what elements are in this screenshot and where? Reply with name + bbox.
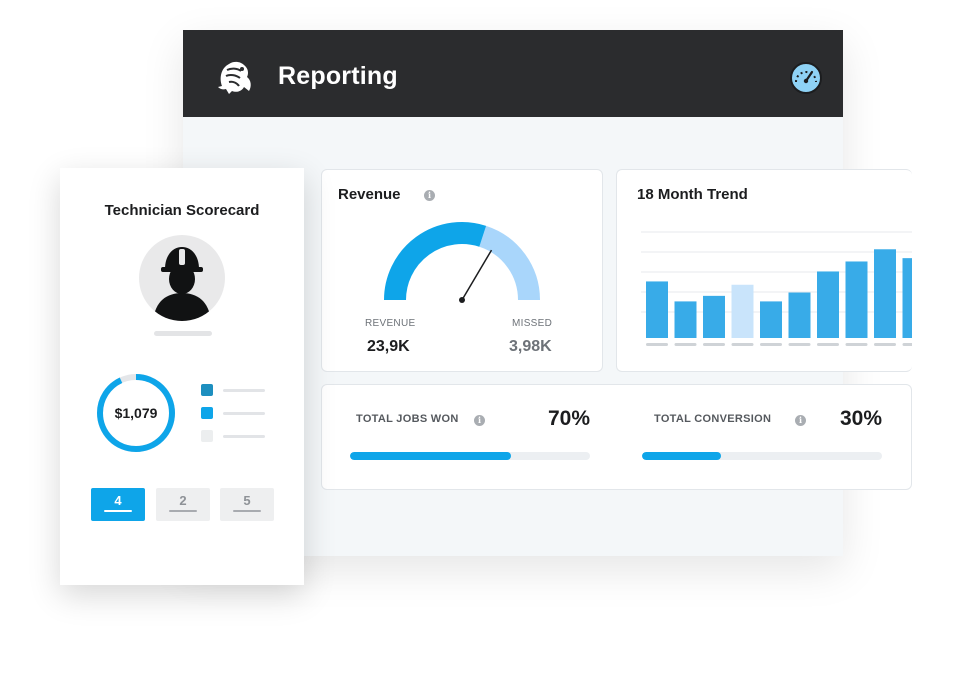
trend-tick-placeholder: [902, 343, 912, 346]
trend-tick-placeholder: [760, 343, 782, 346]
legend-item: [201, 384, 265, 396]
trend-bar-chart: [641, 231, 913, 346]
app-header: Reporting: [183, 30, 843, 117]
trend-tick-placeholder: [817, 343, 839, 346]
trend-bar[interactable]: [646, 281, 668, 338]
conversion-value: 30%: [840, 407, 883, 430]
jobs-won-label: TOTAL JOBS WON: [356, 413, 459, 425]
conversion-label: TOTAL CONVERSION: [654, 413, 772, 425]
earnings-donut: [97, 374, 175, 452]
page-button-label: 4: [114, 493, 122, 508]
page-button-4[interactable]: 4: [91, 488, 145, 521]
trend-tick-placeholder: [874, 343, 896, 346]
legend-item: [201, 407, 265, 419]
gauge-needle: [461, 249, 493, 301]
scorecard-title: Technician Scorecard: [104, 202, 260, 219]
trend-bar[interactable]: [788, 292, 811, 338]
revenue-label: REVENUE: [365, 318, 416, 329]
trend-bar[interactable]: [674, 301, 697, 338]
page-button-label: 2: [179, 493, 187, 508]
speedometer-icon[interactable]: [789, 61, 823, 95]
legend-swatch: [201, 384, 213, 396]
legend-label-placeholder: [223, 412, 265, 415]
trend-title: 18 Month Trend: [637, 186, 748, 203]
info-icon[interactable]: i: [474, 415, 485, 426]
trend-bar[interactable]: [902, 258, 913, 338]
gauge-needle-pivot: [459, 297, 465, 303]
legend-item: [201, 430, 265, 442]
kpi-card: TOTAL JOBS WON i 70% TOTAL CONVERSION i …: [321, 384, 912, 490]
page-button-label: 5: [243, 493, 251, 508]
trend-bar[interactable]: [874, 249, 896, 338]
trend-tick-placeholder: [845, 343, 868, 346]
gauge-revenue-arc: [384, 222, 487, 301]
legend-label-placeholder: [223, 389, 265, 392]
gauge-missed-arc: [478, 225, 540, 301]
page-button-5[interactable]: 5: [220, 488, 274, 521]
jobs-won-progress-fill: [350, 452, 511, 460]
trend-bar[interactable]: [845, 261, 868, 338]
revenue-title: Revenue: [338, 186, 401, 203]
legend-label-placeholder: [223, 435, 265, 438]
earnings-donut-arc: [97, 374, 175, 452]
revenue-gauge: [384, 222, 540, 303]
trend-bar[interactable]: [817, 271, 839, 338]
missed-value: 3,98K: [509, 338, 552, 355]
page-button-underline: [233, 510, 261, 512]
legend-swatch: [201, 407, 213, 419]
jobs-won-value: 70%: [548, 407, 591, 430]
trend-card: 18 Month Trend: [616, 169, 912, 372]
trend-tick-placeholder: [703, 343, 725, 346]
page-button-underline: [104, 510, 132, 512]
legend-swatch: [201, 430, 213, 442]
technician-hardhat-icon: [153, 247, 211, 321]
trend-tick-placeholder: [646, 343, 668, 346]
app-title: Reporting: [278, 62, 398, 90]
trend-bar[interactable]: [731, 284, 754, 338]
jobs-won-progress: [350, 452, 590, 460]
info-icon[interactable]: i: [424, 190, 435, 201]
trend-tick-placeholder: [788, 343, 811, 346]
trend-tick-placeholder: [674, 343, 697, 346]
technician-name-placeholder: [154, 331, 212, 336]
page-button-2[interactable]: 2: [156, 488, 210, 521]
trend-bar[interactable]: [703, 295, 725, 338]
trend-bar[interactable]: [760, 301, 782, 338]
revenue-card: Revenue i REVENUE 23,9K MISSED 3,98K: [321, 169, 603, 372]
missed-label: MISSED: [512, 318, 553, 329]
info-icon[interactable]: i: [795, 415, 806, 426]
page-button-underline: [169, 510, 197, 512]
hero-logo-icon: [218, 61, 251, 94]
revenue-value: 23,9K: [367, 338, 410, 355]
conversion-progress-fill: [642, 452, 722, 460]
conversion-progress: [642, 452, 882, 460]
technician-scorecard: Technician Scorecard $1,079 4 2 5: [60, 168, 304, 585]
earnings-value: $1,079: [114, 405, 158, 421]
trend-tick-placeholder: [731, 343, 754, 346]
technician-avatar: [139, 235, 225, 321]
